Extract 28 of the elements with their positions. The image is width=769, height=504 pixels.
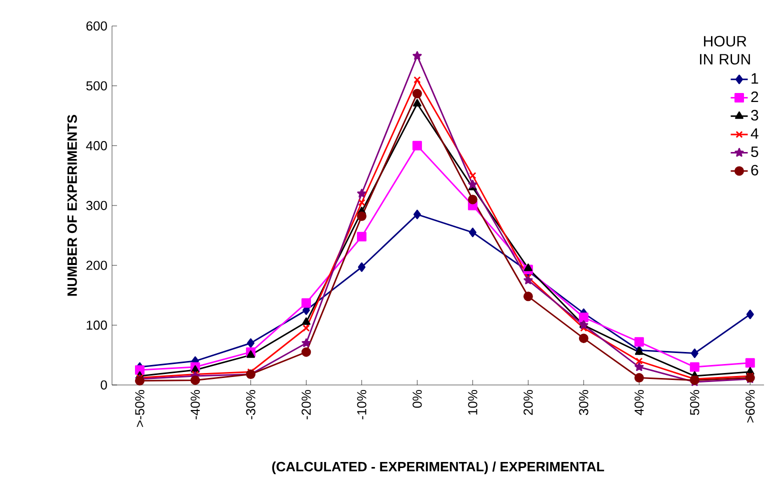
- y-tick-label: 500: [86, 81, 107, 90]
- x-tick-label: 40%: [634, 390, 644, 416]
- legend-title: HOUR IN RUN: [700, 36, 750, 65]
- legend-label: 6: [751, 164, 758, 176]
- legend-label: 2: [751, 92, 758, 102]
- legend-label: 1: [752, 73, 758, 84]
- x-tick-label: -40%: [190, 390, 200, 420]
- legend-label: 4: [750, 128, 758, 139]
- legend-label: 5: [751, 146, 758, 158]
- x-tick-label: 30%: [579, 390, 588, 416]
- x-tick-label: 10%: [468, 390, 478, 415]
- y-tick-label: 600: [86, 21, 107, 31]
- x-tick-label: >-50%: [135, 390, 144, 427]
- y-tick-label: 100: [86, 320, 107, 330]
- x-tick-label: 20%: [524, 390, 533, 415]
- y-axis-title: NUMBER OF EXPERIMENTS: [67, 114, 77, 296]
- x-tick-label: 50%: [690, 390, 700, 416]
- y-tick-label: 400: [86, 141, 107, 150]
- x-tick-label: 0%: [412, 390, 422, 408]
- y-tick-label: 0: [100, 380, 107, 390]
- x-axis-title: (CALCULATED - EXPERIMENTAL) / EXPERIMENTAL: [272, 462, 604, 474]
- y-tick-label: 300: [86, 200, 107, 210]
- x-tick-label: -10%: [357, 390, 366, 420]
- x-tick-label: >60%: [746, 390, 755, 422]
- y-tick-label: 200: [86, 260, 107, 270]
- x-tick-label: -30%: [246, 390, 256, 420]
- legend-label: 3: [751, 110, 758, 121]
- x-tick-label: -20%: [302, 390, 311, 420]
